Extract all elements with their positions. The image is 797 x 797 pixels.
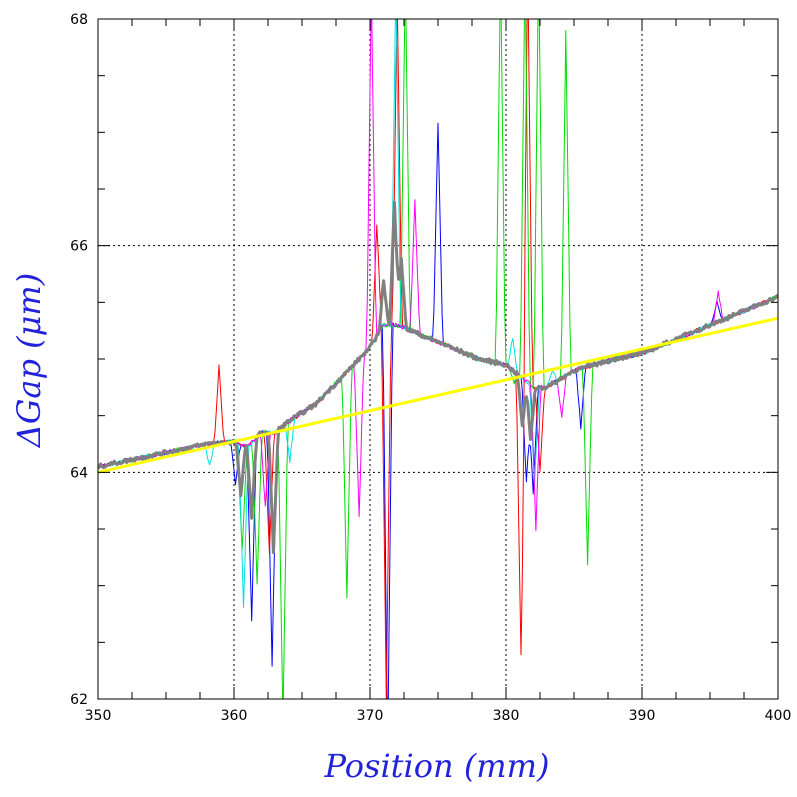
y-tick-label: 66 <box>70 239 88 255</box>
series-line-2 <box>98 19 778 699</box>
y-tick-label: 64 <box>70 465 88 481</box>
series-line-4 <box>98 19 778 609</box>
x-tick-label: 380 <box>493 708 520 724</box>
tick-marks <box>97 18 779 700</box>
y-tick-label: 68 <box>70 12 88 28</box>
series-line-3 <box>98 19 778 699</box>
fit-line-path <box>98 316 778 474</box>
x-tick-label: 390 <box>629 708 656 724</box>
x-tick-labels: 350 360 370 380 390 400 <box>85 708 792 724</box>
x-tick-label: 370 <box>357 708 384 724</box>
y-axis-title: ΔGap (μm) <box>10 273 48 450</box>
series-line-1 <box>98 122 778 699</box>
fit-line <box>98 316 778 474</box>
x-axis-title: Position (mm) <box>324 747 550 785</box>
x-tick-label: 360 <box>221 708 248 724</box>
x-tick-label: 400 <box>765 708 792 724</box>
data-series <box>98 19 778 699</box>
series-line-6 <box>98 200 778 555</box>
y-tick-labels: 62 64 66 68 <box>70 12 88 708</box>
y-tick-label: 62 <box>70 692 88 708</box>
plot-frame <box>97 18 779 700</box>
series-line-5 <box>98 19 778 532</box>
x-tick-label: 350 <box>85 708 112 724</box>
grid-lines <box>98 19 778 699</box>
